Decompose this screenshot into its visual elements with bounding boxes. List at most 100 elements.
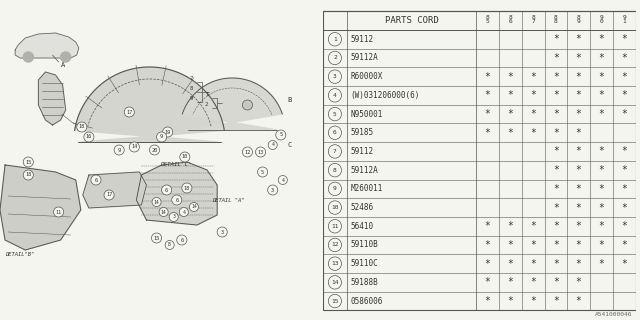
Text: 9: 9 xyxy=(622,15,626,20)
Circle shape xyxy=(150,145,159,155)
Circle shape xyxy=(328,294,342,308)
Text: *: * xyxy=(484,72,490,82)
Text: *: * xyxy=(598,184,604,194)
Text: 4: 4 xyxy=(271,142,274,148)
Polygon shape xyxy=(15,33,79,58)
Text: 15: 15 xyxy=(331,299,339,304)
Text: *: * xyxy=(508,72,513,82)
Text: *: * xyxy=(484,128,490,138)
Text: 1: 1 xyxy=(622,19,626,24)
Text: *: * xyxy=(598,147,604,156)
Text: 20: 20 xyxy=(152,148,157,153)
Text: 4: 4 xyxy=(182,210,185,214)
Text: 14: 14 xyxy=(131,145,138,149)
Text: 11: 11 xyxy=(331,224,339,229)
Text: 2: 2 xyxy=(205,102,208,108)
Circle shape xyxy=(328,220,342,233)
Text: *: * xyxy=(484,277,490,287)
Text: *: * xyxy=(553,53,559,63)
Circle shape xyxy=(177,235,187,245)
Text: 18: 18 xyxy=(25,172,31,178)
Text: 59110B: 59110B xyxy=(350,240,378,250)
Text: *: * xyxy=(484,109,490,119)
Text: 0586006: 0586006 xyxy=(350,297,383,306)
Text: 8: 8 xyxy=(168,243,171,247)
Text: *: * xyxy=(621,240,627,250)
Text: *: * xyxy=(621,109,627,119)
Text: *: * xyxy=(553,240,559,250)
Text: 18: 18 xyxy=(79,124,85,130)
Text: 6: 6 xyxy=(165,188,168,193)
Text: *: * xyxy=(598,203,604,212)
Text: 17: 17 xyxy=(126,109,132,115)
Text: *: * xyxy=(553,203,559,212)
Text: M260011: M260011 xyxy=(350,184,383,193)
Text: *: * xyxy=(576,184,582,194)
Text: 9: 9 xyxy=(577,19,580,24)
Circle shape xyxy=(129,142,140,152)
Text: 9: 9 xyxy=(600,15,604,20)
Text: 9: 9 xyxy=(118,148,121,153)
Text: *: * xyxy=(621,259,627,269)
Circle shape xyxy=(189,203,198,212)
Text: 0: 0 xyxy=(600,19,604,24)
Text: *: * xyxy=(553,128,559,138)
Circle shape xyxy=(276,130,286,140)
Text: N950001: N950001 xyxy=(350,109,383,118)
Text: *: * xyxy=(484,259,490,269)
Text: *: * xyxy=(598,259,604,269)
Circle shape xyxy=(84,132,94,142)
Polygon shape xyxy=(83,172,147,208)
Text: 8: 8 xyxy=(577,15,580,20)
Text: *: * xyxy=(621,165,627,175)
Text: 56410: 56410 xyxy=(350,222,374,231)
Polygon shape xyxy=(182,78,282,130)
Text: 3: 3 xyxy=(221,229,224,235)
Text: *: * xyxy=(598,221,604,231)
Circle shape xyxy=(124,107,134,117)
Text: 9: 9 xyxy=(333,186,337,191)
Text: *: * xyxy=(621,221,627,231)
Circle shape xyxy=(169,212,179,221)
Text: *: * xyxy=(553,109,559,119)
Text: 5: 5 xyxy=(486,19,490,24)
Text: *: * xyxy=(576,53,582,63)
Text: 1: 1 xyxy=(205,92,208,98)
Text: 1: 1 xyxy=(333,37,337,42)
Circle shape xyxy=(328,238,342,252)
Text: 4: 4 xyxy=(282,178,284,182)
Text: 6: 6 xyxy=(509,19,512,24)
Text: 4: 4 xyxy=(333,93,337,98)
Text: 3: 3 xyxy=(271,188,275,193)
Text: 6: 6 xyxy=(94,178,97,182)
Circle shape xyxy=(114,145,124,155)
Circle shape xyxy=(182,183,192,193)
Text: *: * xyxy=(553,296,559,306)
Text: 3: 3 xyxy=(172,214,175,220)
Text: *: * xyxy=(598,165,604,175)
Text: *: * xyxy=(621,203,627,212)
Circle shape xyxy=(161,185,172,195)
Text: *: * xyxy=(484,296,490,306)
Text: 17: 17 xyxy=(106,193,112,197)
Circle shape xyxy=(152,197,161,206)
Text: 16: 16 xyxy=(86,134,92,140)
Text: DETAIL'C': DETAIL'C' xyxy=(159,163,191,167)
Text: 6: 6 xyxy=(175,197,179,203)
Text: 12: 12 xyxy=(244,149,251,155)
Text: 13: 13 xyxy=(331,261,339,266)
Polygon shape xyxy=(38,72,66,125)
Polygon shape xyxy=(136,162,217,225)
Text: 59185: 59185 xyxy=(350,128,374,137)
Text: 2: 2 xyxy=(333,55,337,60)
Text: DETAIL"B": DETAIL"B" xyxy=(5,252,35,258)
Text: 14: 14 xyxy=(331,280,339,285)
Circle shape xyxy=(268,140,277,149)
Text: *: * xyxy=(598,34,604,44)
Circle shape xyxy=(268,185,278,195)
Text: 8: 8 xyxy=(509,15,512,20)
Circle shape xyxy=(328,33,342,46)
Text: *: * xyxy=(576,203,582,212)
Text: *: * xyxy=(508,240,513,250)
Text: 10: 10 xyxy=(182,155,188,159)
